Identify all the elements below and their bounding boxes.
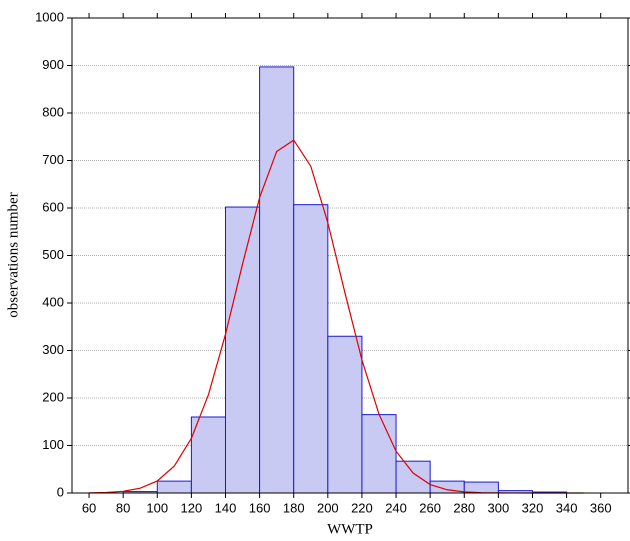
x-tick-label: 300 (488, 500, 510, 515)
y-tick-label: 900 (42, 57, 64, 72)
x-tick-label: 340 (556, 500, 578, 515)
x-tick-label: 60 (82, 500, 96, 515)
x-tick-label: 260 (419, 500, 441, 515)
y-tick-label: 400 (42, 294, 64, 309)
y-tick-label: 500 (42, 247, 64, 262)
y-tick-label: 600 (42, 199, 64, 214)
y-tick-label: 800 (42, 104, 64, 119)
x-tick-label: 100 (146, 500, 168, 515)
bar (224, 206, 261, 494)
bar (156, 480, 192, 494)
x-tick-label: 320 (522, 500, 544, 515)
x-tick-label: 280 (453, 500, 475, 515)
x-tick-label: 180 (283, 500, 305, 515)
y-tick-label: 100 (42, 437, 64, 452)
x-tick-label: 240 (385, 500, 407, 515)
bar (259, 66, 295, 494)
y-tick-label: 200 (42, 389, 64, 404)
bar (463, 481, 499, 494)
x-tick-label: 200 (317, 500, 339, 515)
x-tick-label: 120 (181, 500, 203, 515)
x-axis-title: WWTP (327, 521, 373, 537)
x-tick-label: 160 (249, 500, 271, 515)
x-tick-label: 140 (215, 500, 237, 515)
y-tick-label: 700 (42, 152, 64, 167)
bar (361, 414, 397, 494)
y-tick-label: 1000 (35, 9, 64, 24)
x-tick-label: 80 (116, 500, 130, 515)
y-axis-title: observations number (5, 192, 21, 317)
y-tick-label: 300 (42, 342, 64, 357)
x-tick-label: 360 (590, 500, 612, 515)
x-tick-label: 220 (351, 500, 373, 515)
bar (395, 460, 431, 494)
bar (293, 204, 329, 494)
plot-frame (71, 17, 629, 494)
y-tick-label: 0 (57, 484, 64, 499)
bar (190, 416, 226, 494)
bar (327, 335, 363, 494)
